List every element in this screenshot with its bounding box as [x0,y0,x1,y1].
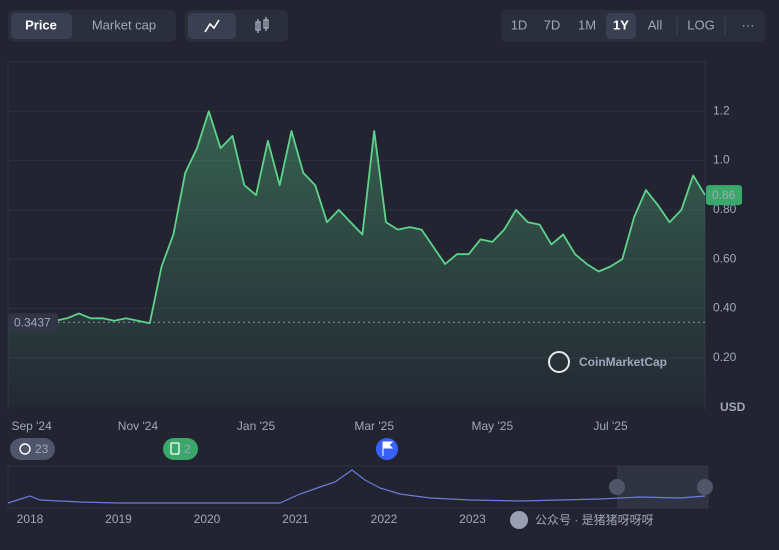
navigator-year: 2018 [17,512,44,526]
tab[interactable]: Market cap [92,17,156,32]
wechat-icon [510,511,528,529]
x-tick-label: May '25 [472,419,514,433]
logo [548,351,570,373]
y-tick-label: 1.2 [713,103,730,117]
range-button[interactable]: 7D [544,17,561,32]
navigator-line [7,469,706,504]
x-tick-label: Jan '25 [237,419,276,433]
navigator[interactable] [7,465,709,509]
navigator-handle[interactable] [609,479,625,495]
event-count: 23 [35,442,49,456]
navigator-year: 2019 [105,512,132,526]
navigator-year: 2020 [194,512,221,526]
event-badge[interactable] [163,438,198,460]
range-button[interactable]: ··· [742,17,755,32]
candle-icon[interactable] [255,17,269,33]
tab[interactable]: Price [25,17,57,32]
history-icon [19,443,31,455]
event-flag[interactable] [376,438,398,460]
x-tick-label: Mar '25 [354,419,394,433]
tab-active [11,13,72,39]
y-tick-label: 0.80 [713,202,737,216]
y-tick-label: 0.20 [713,350,737,364]
event-badge[interactable] [10,438,55,460]
range-button[interactable]: LOG [687,17,714,32]
footer-text: 公众号 · 是猪猪呀呀呀 [535,513,654,527]
price-line [7,110,706,325]
event-count: 2 [184,442,191,456]
x-tick-label: Nov '24 [118,419,159,433]
y-tick-label: 0.60 [713,251,737,265]
x-tick-label: Jul '25 [593,419,628,433]
y-tick-label: 1.0 [713,153,730,167]
y-unit: USD [720,400,746,414]
range-button[interactable]: 1M [578,17,596,32]
range-button[interactable]: 1Y [613,17,629,32]
line-icon [204,19,220,33]
navigator-year: 2021 [282,512,309,526]
start-price-label: 0.3437 [14,315,51,329]
watermark: CoinMarketCap [579,355,667,369]
range-active [606,13,636,39]
current-price-tag [706,185,742,206]
start-price-tag [8,313,58,333]
doc-icon [170,442,180,455]
flag-icon [382,441,394,456]
navigator-year: 2023 [459,512,486,526]
navigator-handle[interactable] [697,479,713,495]
navigator-window[interactable] [617,466,708,508]
x-tick-label: Sep '24 [11,419,52,433]
range-button[interactable]: All [648,17,663,32]
range-button[interactable]: 1D [511,17,528,32]
price-area [8,111,705,408]
navigator-year: 2022 [371,512,398,526]
current-price-label: 0.86 [712,188,736,202]
y-tick-label: 0.40 [713,301,737,315]
